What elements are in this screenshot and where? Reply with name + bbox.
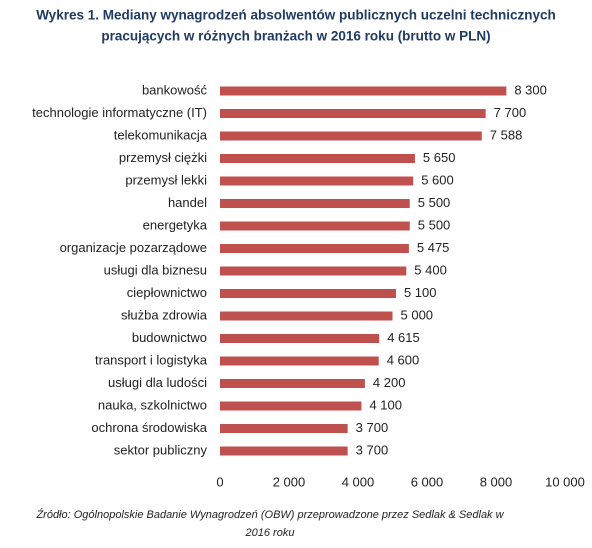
bar [220,356,379,366]
bar [220,221,410,231]
bar [220,401,362,411]
x-tick-label: 10 000 [545,474,585,489]
y-tick-label: przemysł lekki [125,172,207,187]
source-note: 2016 roku [245,527,295,539]
y-tick-label: ochrona środowiska [91,420,207,435]
y-tick-label: organizacje pozarządowe [60,240,207,255]
value-label: 5 500 [418,217,451,232]
x-tick-label: 2 000 [273,474,306,489]
x-tick-label: 0 [216,474,223,489]
value-label: 5 475 [417,240,450,255]
value-label: 5 600 [421,172,454,187]
value-label: 5 100 [404,285,437,300]
y-tick-label: sektor publiczny [114,442,208,457]
value-label: 4 600 [387,352,420,367]
y-tick-label: usługi dla ludości [108,375,207,390]
bar [220,266,407,276]
bar [220,311,393,321]
value-label: 8 300 [514,82,547,97]
y-tick-label: bankowość [142,82,208,97]
x-tick-label: 4 000 [342,474,375,489]
y-tick-label: technologie informatyczne (IT) [32,105,207,120]
value-label: 3 700 [356,442,389,457]
bar [220,154,415,163]
value-label: 5 500 [418,195,451,210]
value-label: 4 615 [387,330,420,345]
y-tick-label: handel [168,195,207,210]
y-tick-label: transport i logistyka [95,352,208,367]
y-tick-label: służba zdrowia [121,307,208,322]
y-tick-label: usługi dla biznesu [104,262,207,277]
x-tick-label: 6 000 [411,474,444,489]
value-label: 5 400 [414,262,447,277]
chart-title: Wykres 1. Mediany wynagrodzeń absolwentó… [36,8,556,23]
bar [220,109,486,118]
y-tick-label: telekomunikacja [114,127,208,142]
y-tick-label: przemysł ciężki [119,150,207,165]
bar [220,244,409,253]
value-label: 4 200 [373,375,406,390]
bar [220,86,507,96]
bar [220,199,410,208]
value-label: 5 650 [423,150,456,165]
y-tick-label: ciepłownictwo [127,285,207,300]
value-label: 4 100 [369,397,402,412]
chart-title: pracujących w różnych branżach w 2016 ro… [101,29,490,44]
y-tick-label: energetyka [143,217,208,232]
bar [220,334,380,343]
bar [220,131,482,141]
value-label: 7 700 [494,105,527,120]
x-tick-label: 8 000 [480,474,513,489]
value-label: 5 000 [401,307,434,322]
bar [220,176,414,186]
value-label: 7 588 [490,127,523,142]
bar [220,289,396,298]
bar [220,379,365,388]
value-label: 3 700 [356,420,389,435]
y-tick-label: budownictwo [132,330,207,345]
y-tick-label: nauka, szkolnictwo [98,397,207,412]
bar [220,424,348,433]
bar [220,446,348,456]
source-note: Źródło: Ogólnopolskie Badanie Wynagrodze… [35,508,504,521]
